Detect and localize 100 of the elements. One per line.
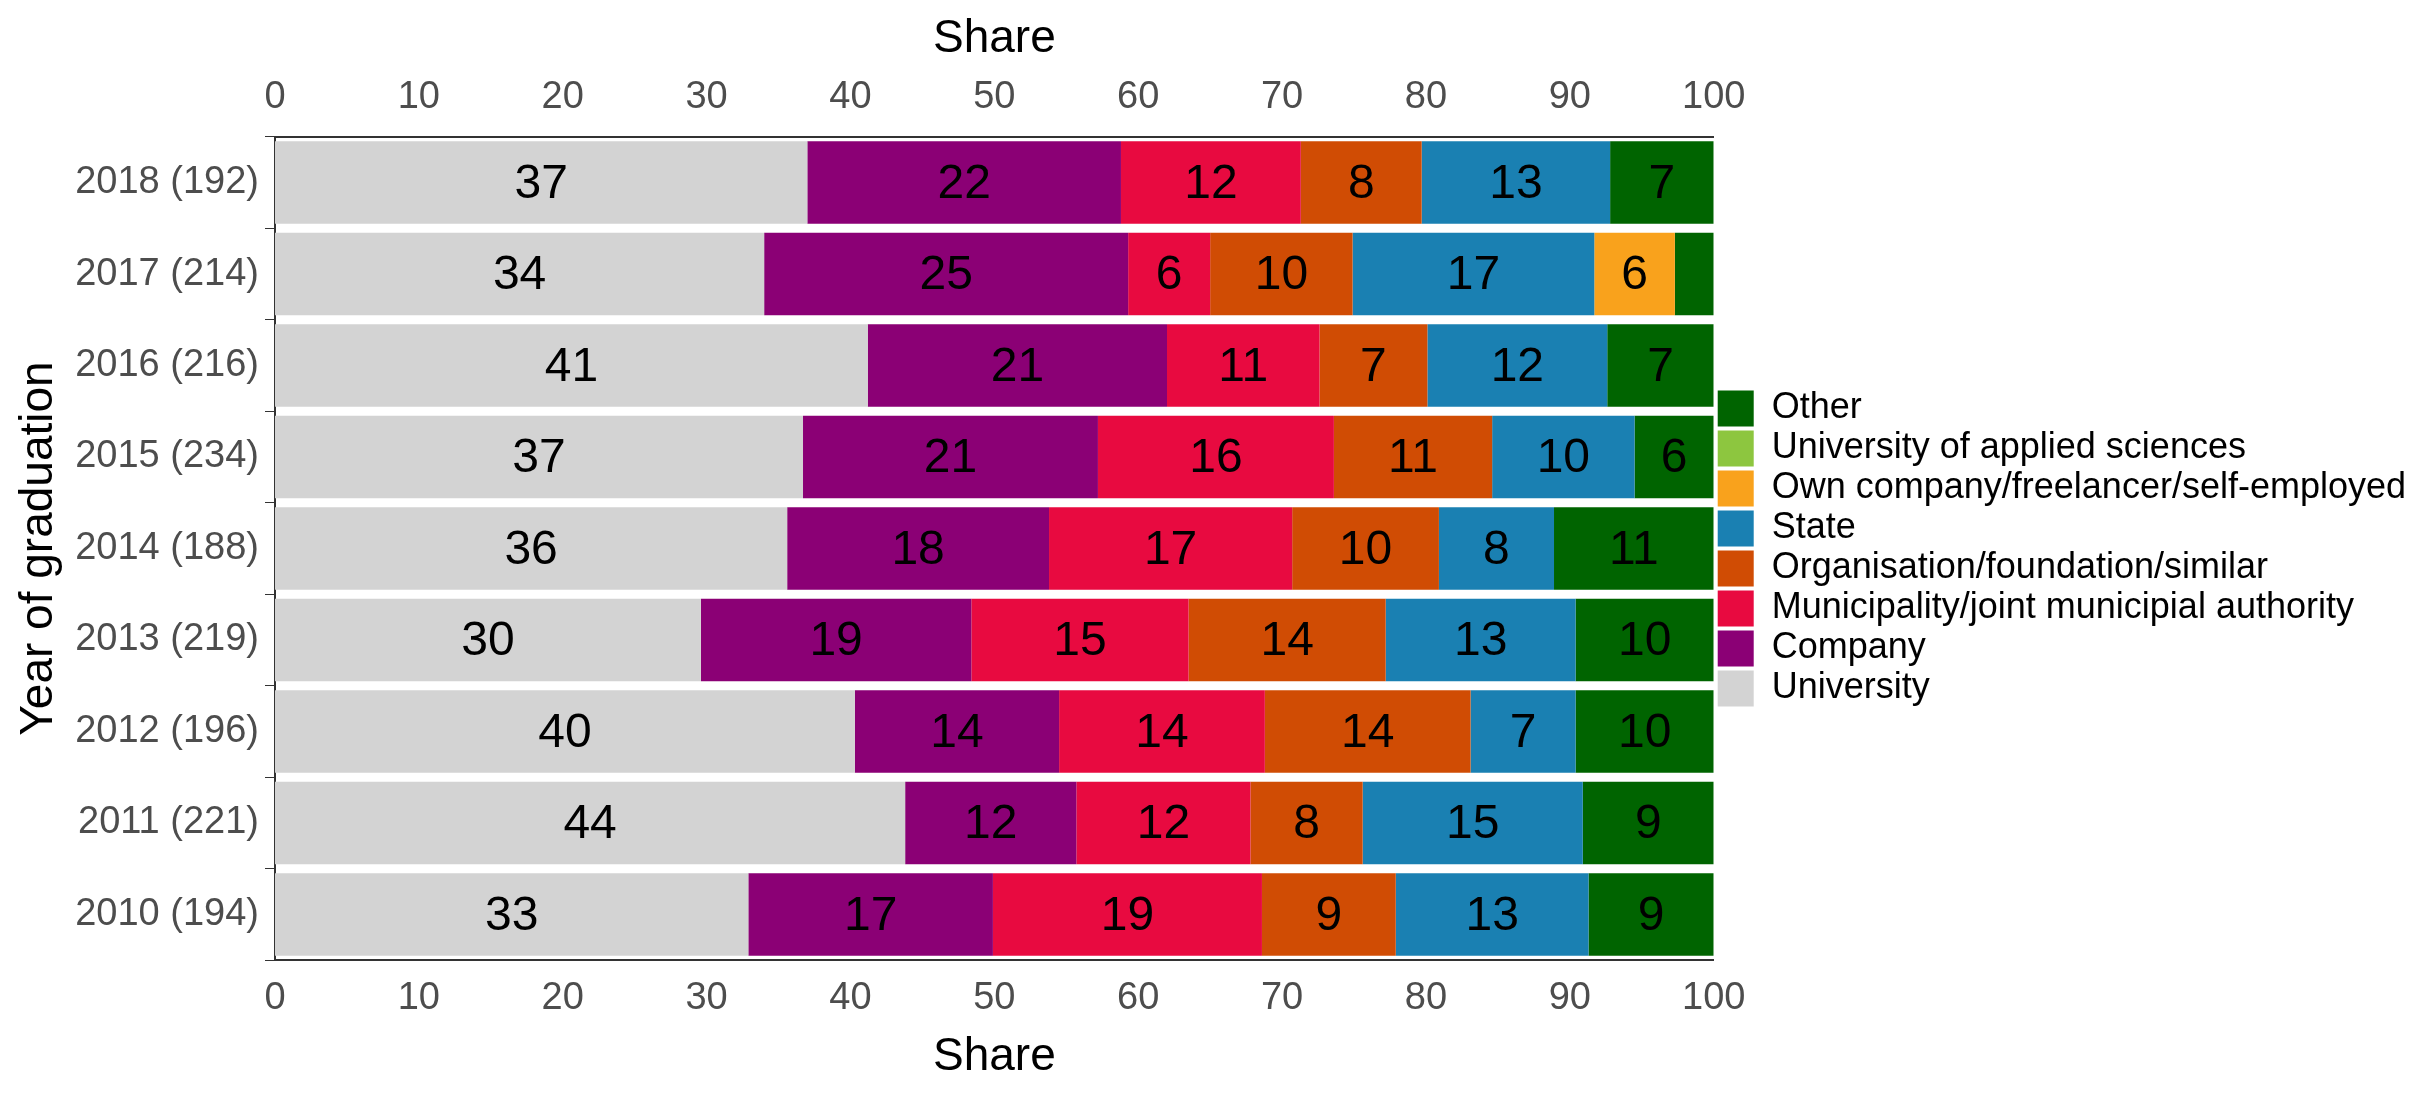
x2-tick-label: 60 xyxy=(1117,74,1160,117)
bar xyxy=(275,507,788,590)
bar xyxy=(1610,141,1714,224)
bar xyxy=(1607,324,1714,407)
bar xyxy=(1300,141,1422,224)
bar xyxy=(1188,598,1386,682)
data-label: 10 xyxy=(1338,520,1393,574)
bar xyxy=(1250,781,1363,865)
bar xyxy=(807,141,1121,224)
bar xyxy=(1674,232,1714,316)
x-tick-label: 90 xyxy=(1548,975,1591,1018)
bar xyxy=(1120,141,1301,224)
bar xyxy=(1319,324,1428,407)
legend-label: State xyxy=(1771,505,1856,547)
x-tick-label: 60 xyxy=(1117,975,1160,1018)
data-label: 13 xyxy=(1489,154,1543,208)
bar xyxy=(275,873,749,956)
bar xyxy=(1362,781,1583,865)
bar xyxy=(748,873,993,956)
bar xyxy=(1352,232,1595,316)
y-tick-label: 2018 (192) xyxy=(75,159,259,202)
bar xyxy=(1210,232,1353,316)
data-label: 8 xyxy=(1347,154,1375,208)
x2-tick-label: 40 xyxy=(829,74,872,117)
data-label: 10 xyxy=(1617,612,1672,666)
x-tick-label: 100 xyxy=(1682,975,1746,1018)
bar xyxy=(787,507,1050,590)
bar xyxy=(1492,415,1635,499)
y-tick-label: 2010 (194) xyxy=(75,890,259,933)
x-tick-label: 80 xyxy=(1404,975,1448,1018)
data-label: 16 xyxy=(1189,429,1243,483)
bar xyxy=(1292,507,1439,590)
data-label: 13 xyxy=(1453,612,1508,666)
y-tick-label: 2013 (219) xyxy=(75,616,259,659)
bar xyxy=(275,232,765,316)
bar xyxy=(1059,690,1265,773)
legend-label: University xyxy=(1771,665,1930,707)
bar xyxy=(764,232,1129,316)
bar xyxy=(1128,232,1211,316)
data-label: 8 xyxy=(1483,520,1510,574)
data-label: 7 xyxy=(1509,703,1537,757)
bar xyxy=(1264,690,1471,773)
data-label: 14 xyxy=(1260,612,1314,666)
data-label: 21 xyxy=(923,429,978,483)
y-tick-label: 2017 (214) xyxy=(75,250,259,293)
data-label: 6 xyxy=(1621,246,1648,300)
bar xyxy=(1470,690,1576,773)
bar xyxy=(1167,324,1320,407)
data-label: 7 xyxy=(1647,337,1674,391)
data-label: 11 xyxy=(1388,429,1438,483)
data-label: 37 xyxy=(514,154,568,208)
bar xyxy=(1261,873,1396,956)
data-label: 10 xyxy=(1536,429,1591,483)
data-label: 25 xyxy=(919,246,973,300)
data-label: 44 xyxy=(563,795,617,849)
y-tick-label: 2014 (188) xyxy=(75,524,259,567)
data-label: 37 xyxy=(512,429,566,483)
x-tick-label: 10 xyxy=(397,975,441,1018)
data-label: 22 xyxy=(937,154,991,208)
data-label: 40 xyxy=(538,703,592,757)
bar xyxy=(1395,873,1589,956)
data-label: 6 xyxy=(1155,246,1183,300)
bar xyxy=(1582,781,1714,865)
data-label: 7 xyxy=(1648,154,1676,208)
y-tick-label: 2016 (216) xyxy=(75,342,259,385)
data-label: 10 xyxy=(1617,703,1672,757)
bar xyxy=(275,324,868,407)
data-label: 30 xyxy=(461,612,515,666)
data-label: 13 xyxy=(1465,886,1519,940)
bar xyxy=(867,324,1167,407)
x2-tick-label: 30 xyxy=(685,74,728,117)
data-label: 34 xyxy=(492,246,547,300)
data-label: 15 xyxy=(1053,612,1107,666)
y-tick-label: 2015 (234) xyxy=(75,433,259,476)
bar xyxy=(1049,507,1293,590)
bar xyxy=(905,781,1077,865)
x2-axis-title: Share xyxy=(932,10,1056,63)
x2-tick-label: 0 xyxy=(264,74,286,117)
data-label: 12 xyxy=(964,795,1018,849)
data-label: 14 xyxy=(1135,703,1189,757)
x-tick-label: 0 xyxy=(264,975,286,1018)
bar xyxy=(275,141,808,224)
x-tick-label: 20 xyxy=(541,975,584,1018)
x-tick-label: 40 xyxy=(829,975,872,1018)
bar xyxy=(1575,690,1714,773)
data-label: 17 xyxy=(843,886,898,940)
data-label: 36 xyxy=(504,520,558,574)
x2-tick-label: 50 xyxy=(973,74,1016,117)
bar xyxy=(1421,141,1611,224)
x2-tick-label: 10 xyxy=(397,74,441,117)
data-label: 12 xyxy=(1184,154,1238,208)
y-tick-label: 2012 (196) xyxy=(75,707,259,750)
data-label: 9 xyxy=(1315,886,1343,940)
bar xyxy=(275,598,701,682)
data-label: 6 xyxy=(1660,429,1688,483)
bar xyxy=(1427,324,1608,407)
bar xyxy=(1575,598,1714,682)
x2-tick-label: 20 xyxy=(541,74,584,117)
x2-tick-label: 90 xyxy=(1548,74,1591,117)
bar xyxy=(992,873,1262,956)
